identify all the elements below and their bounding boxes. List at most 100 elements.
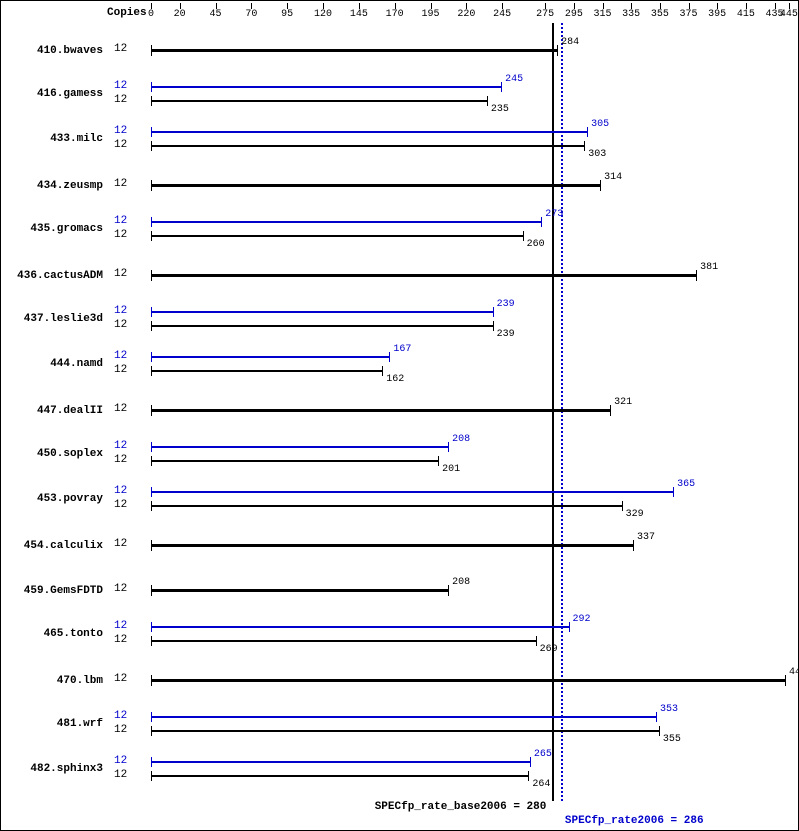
axis-tick-label: 70 <box>245 9 257 20</box>
result-bar <box>151 761 531 763</box>
benchmark-name: 433.milc <box>1 133 103 145</box>
result-value-label: 235 <box>491 104 509 115</box>
result-value-label: 284 <box>561 37 579 48</box>
result-bar <box>151 311 494 313</box>
result-bar <box>151 640 537 642</box>
axis-tick-label: 275 <box>536 9 554 20</box>
result-value-label: 167 <box>393 344 411 355</box>
result-bar <box>151 491 674 493</box>
result-value-label: 337 <box>637 532 655 543</box>
benchmark-name: 481.wrf <box>1 718 103 730</box>
result-value-label: 208 <box>452 577 470 588</box>
copies-value: 12 <box>114 125 127 137</box>
copies-value: 12 <box>114 485 127 497</box>
result-value-label: 381 <box>700 262 718 273</box>
axis-tick-label: 395 <box>708 9 726 20</box>
result-bar <box>151 145 585 147</box>
result-bar <box>151 446 449 448</box>
benchmark-name: 482.sphinx3 <box>1 763 103 775</box>
axis-tick-label: 195 <box>421 9 439 20</box>
benchmark-name: 465.tonto <box>1 628 103 640</box>
copies-value: 12 <box>114 538 127 550</box>
axis-tick-label: 220 <box>457 9 475 20</box>
axis-tick-label: 445 <box>780 9 798 20</box>
result-bar <box>151 730 660 732</box>
copies-value: 12 <box>114 673 127 685</box>
result-bar <box>151 274 697 277</box>
result-value-label: 239 <box>497 329 515 340</box>
copies-value: 12 <box>114 80 127 92</box>
result-bar <box>151 460 439 462</box>
axis-tick-label: 20 <box>174 9 186 20</box>
result-value-label: 265 <box>534 749 552 760</box>
copies-value: 12 <box>114 94 127 106</box>
result-value-label: 239 <box>497 299 515 310</box>
axis-tick-label: 0 <box>148 9 154 20</box>
copies-value: 12 <box>114 178 127 190</box>
benchmark-name: 434.zeusmp <box>1 180 103 192</box>
copies-value: 12 <box>114 710 127 722</box>
result-bar <box>151 505 623 507</box>
footer-base-label: SPECfp_rate_base2006 = 280 <box>375 801 547 813</box>
result-value-label: 321 <box>614 397 632 408</box>
benchmark-name: 444.namd <box>1 358 103 370</box>
result-bar <box>151 184 601 187</box>
benchmark-name: 459.GemsFDTD <box>1 585 103 597</box>
benchmark-name: 410.bwaves <box>1 45 103 57</box>
copies-value: 12 <box>114 268 127 280</box>
benchmark-name: 416.gamess <box>1 88 103 100</box>
result-value-label: 353 <box>660 704 678 715</box>
result-value-label: 269 <box>540 644 558 655</box>
copies-value: 12 <box>114 350 127 362</box>
copies-value: 12 <box>114 403 127 415</box>
copies-value: 12 <box>114 634 127 646</box>
axis-tick-label: 375 <box>679 9 697 20</box>
copies-value: 12 <box>114 305 127 317</box>
copies-value: 12 <box>114 215 127 227</box>
axis-tick-label: 95 <box>281 9 293 20</box>
axis-tick-label: 45 <box>209 9 221 20</box>
copies-value: 12 <box>114 620 127 632</box>
benchmark-name: 435.gromacs <box>1 223 103 235</box>
result-value-label: 329 <box>626 509 644 520</box>
result-bar <box>151 409 611 412</box>
result-bar <box>151 131 588 133</box>
copies-value: 12 <box>114 583 127 595</box>
copies-value: 12 <box>114 440 127 452</box>
axis-tick-label: 145 <box>350 9 368 20</box>
axis-tick-label: 245 <box>493 9 511 20</box>
axis-tick-label: 120 <box>314 9 332 20</box>
copies-value: 12 <box>114 364 127 376</box>
result-bar <box>151 370 383 372</box>
copies-value: 12 <box>114 229 127 241</box>
ref-line-peak <box>561 23 563 801</box>
result-bar <box>151 356 390 358</box>
result-value-label: 201 <box>442 464 460 475</box>
axis-tick-label: 415 <box>737 9 755 20</box>
result-value-label: 443 <box>789 667 799 678</box>
benchmark-name: 447.dealII <box>1 405 103 417</box>
benchmark-name: 436.cactusADM <box>1 270 103 282</box>
result-bar <box>151 325 494 327</box>
axis-tick-label: 315 <box>593 9 611 20</box>
result-bar <box>151 679 786 682</box>
result-bar <box>151 626 570 628</box>
result-value-label: 162 <box>386 374 404 385</box>
result-bar <box>151 775 529 777</box>
copies-value: 12 <box>114 319 127 331</box>
result-bar <box>151 49 558 52</box>
copies-value: 12 <box>114 755 127 767</box>
copies-value: 12 <box>114 724 127 736</box>
result-value-label: 208 <box>452 434 470 445</box>
result-value-label: 303 <box>588 149 606 160</box>
axis-tick-label: 295 <box>565 9 583 20</box>
spec-chart: Copies 020457095120145170195220245275295… <box>0 0 799 831</box>
result-bar <box>151 589 449 592</box>
result-value-label: 260 <box>527 239 545 250</box>
result-bar <box>151 100 488 102</box>
result-value-label: 264 <box>532 779 550 790</box>
result-bar <box>151 716 657 718</box>
result-value-label: 273 <box>545 209 563 220</box>
benchmark-name: 453.povray <box>1 493 103 505</box>
axis-tick-label: 355 <box>651 9 669 20</box>
